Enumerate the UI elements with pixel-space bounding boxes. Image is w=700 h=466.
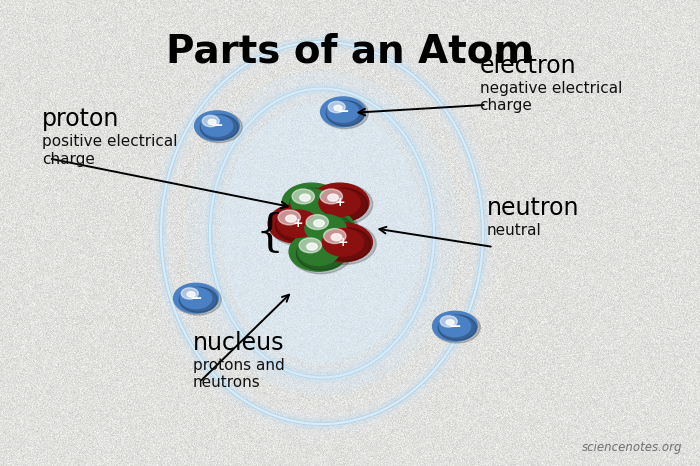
Circle shape [291, 189, 332, 216]
Circle shape [328, 102, 358, 122]
Text: electron: electron [480, 54, 576, 78]
Text: sciencenotes.org: sciencenotes.org [582, 441, 682, 454]
Circle shape [319, 189, 360, 216]
Circle shape [268, 204, 327, 243]
Text: −: − [449, 319, 461, 334]
Circle shape [297, 209, 358, 250]
Circle shape [283, 184, 344, 225]
Circle shape [181, 288, 211, 308]
Circle shape [328, 102, 345, 113]
Circle shape [278, 210, 300, 225]
Text: positive electrical
charge: positive electrical charge [42, 134, 178, 167]
Circle shape [290, 233, 351, 274]
Circle shape [202, 116, 219, 127]
Circle shape [320, 189, 342, 204]
Circle shape [446, 320, 454, 325]
Circle shape [311, 184, 372, 225]
Circle shape [328, 194, 338, 201]
Circle shape [269, 205, 330, 246]
Circle shape [305, 215, 346, 242]
Text: −: − [211, 118, 223, 133]
Circle shape [314, 223, 376, 264]
Circle shape [290, 188, 340, 221]
Circle shape [440, 316, 457, 327]
Circle shape [282, 183, 341, 222]
Text: negative electrical
charge: negative electrical charge [480, 81, 622, 113]
Circle shape [181, 288, 198, 299]
Circle shape [174, 284, 221, 315]
Text: +: + [334, 196, 345, 209]
Circle shape [298, 238, 339, 265]
Text: −: − [190, 291, 202, 306]
Circle shape [200, 115, 238, 140]
Circle shape [195, 111, 239, 141]
Text: Parts of an Atom: Parts of an Atom [166, 33, 534, 71]
Circle shape [323, 229, 346, 244]
Circle shape [304, 213, 354, 247]
Circle shape [300, 194, 310, 201]
Circle shape [310, 183, 369, 222]
Circle shape [289, 232, 348, 271]
Text: +: + [337, 236, 349, 249]
Circle shape [195, 111, 242, 143]
Text: proton: proton [42, 107, 120, 131]
Circle shape [296, 209, 355, 248]
Circle shape [202, 116, 232, 136]
Circle shape [321, 227, 371, 261]
Circle shape [174, 283, 218, 313]
Text: −: − [337, 104, 349, 119]
Circle shape [286, 215, 296, 222]
Circle shape [292, 189, 314, 204]
Text: {: { [256, 212, 284, 254]
Circle shape [326, 101, 364, 126]
Circle shape [321, 97, 365, 127]
Circle shape [208, 119, 216, 124]
Circle shape [275, 209, 326, 242]
Ellipse shape [185, 71, 459, 395]
Circle shape [179, 287, 217, 312]
Circle shape [277, 210, 318, 237]
Circle shape [314, 220, 324, 227]
Circle shape [317, 188, 368, 221]
Ellipse shape [221, 103, 423, 363]
Text: neutral: neutral [486, 223, 541, 238]
Circle shape [314, 223, 372, 262]
Circle shape [307, 243, 317, 250]
Circle shape [299, 238, 321, 253]
Text: +: + [292, 217, 303, 230]
Circle shape [297, 237, 346, 270]
Text: nucleus: nucleus [193, 331, 284, 355]
Circle shape [306, 215, 328, 230]
Circle shape [323, 229, 363, 256]
Circle shape [438, 315, 476, 340]
Circle shape [334, 105, 342, 110]
Circle shape [187, 292, 195, 297]
Circle shape [331, 234, 342, 241]
Circle shape [433, 312, 480, 343]
Text: protons and
neutrons: protons and neutrons [193, 358, 284, 391]
Circle shape [440, 316, 470, 336]
Circle shape [433, 311, 477, 341]
Circle shape [321, 97, 368, 129]
Text: neutron: neutron [486, 196, 579, 220]
